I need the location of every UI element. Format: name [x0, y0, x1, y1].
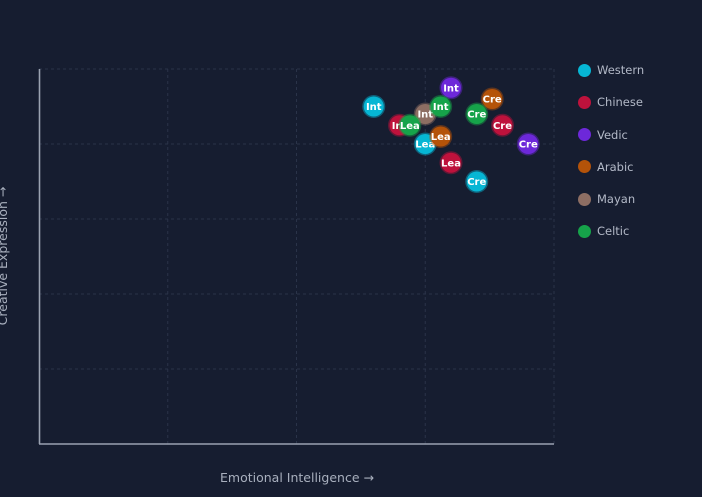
data-point-marker[interactable]: [480, 87, 504, 111]
data-point[interactable]: Cre: [465, 102, 489, 126]
data-point-label: Cre: [467, 110, 486, 121]
data-point-label: Lea: [441, 158, 461, 169]
legend-swatch: [578, 224, 591, 238]
data-point-marker[interactable]: [465, 102, 489, 126]
data-point-marker[interactable]: [439, 76, 463, 100]
data-point-label: Lea: [400, 121, 420, 132]
data-point[interactable]: Lea: [398, 113, 422, 137]
y-axis-label: Creative Expression →: [0, 187, 10, 326]
data-point-label: Cre: [483, 95, 502, 106]
legend-item[interactable]: Western: [578, 62, 698, 78]
data-point-marker[interactable]: [439, 151, 463, 175]
data-point-label: Cre: [519, 140, 538, 151]
grid: [39, 68, 555, 444]
legend-label: Chinese: [597, 95, 643, 110]
data-point-label: Cre: [493, 121, 512, 132]
legend-label: Western: [597, 63, 645, 77]
data-point-label: Lea: [431, 132, 451, 143]
data-point-label: Lea: [415, 140, 435, 151]
legend-item[interactable]: Chinese: [578, 94, 698, 110]
data-point[interactable]: Int: [362, 95, 386, 118]
data-point[interactable]: Cre: [516, 132, 540, 156]
legend-label: Celtic: [597, 224, 630, 239]
data-point-label: Int: [417, 110, 433, 121]
data-point-marker[interactable]: [516, 132, 540, 156]
legend-item[interactable]: Mayan: [578, 191, 698, 207]
legend-item[interactable]: Arabic: [578, 159, 698, 175]
data-point[interactable]: Lea: [439, 151, 463, 175]
data-point-label: Int: [443, 83, 459, 94]
legend-swatch: [578, 192, 591, 206]
data-point-label: Int: [392, 121, 408, 132]
data-point-marker[interactable]: [429, 125, 453, 148]
data-point[interactable]: Cre: [491, 113, 514, 137]
data-point-label: Cre: [467, 177, 486, 188]
data-point-label: Int: [366, 102, 382, 113]
data-point-marker[interactable]: [429, 95, 453, 118]
data-point[interactable]: Lea: [429, 125, 453, 148]
legend: Western Chinese Vedic Arabic Mayan Celtic: [578, 62, 698, 256]
legend-swatch: [578, 128, 591, 142]
legend-item[interactable]: Celtic: [578, 223, 698, 239]
data-point-marker[interactable]: [491, 113, 514, 137]
legend-swatch: [578, 63, 591, 77]
legend-label: Mayan: [597, 192, 636, 207]
data-point[interactable]: Cre: [465, 170, 489, 193]
legend-label: Vedic: [597, 127, 628, 142]
data-point[interactable]: Cre: [480, 87, 504, 111]
legend-swatch: [578, 160, 591, 174]
legend-swatch: [578, 95, 591, 109]
data-points: IntLeaCreIntLeaCreIntCreLeaCreIntIntLeaC…: [362, 76, 540, 193]
data-point-marker[interactable]: [362, 95, 386, 118]
legend-item[interactable]: Vedic: [578, 127, 698, 143]
x-axis-label: Emotional Intelligence →: [220, 470, 374, 485]
data-point[interactable]: Int: [429, 95, 453, 118]
data-point[interactable]: Lea: [413, 132, 437, 156]
legend-label: Arabic: [597, 159, 634, 174]
data-point-marker[interactable]: [465, 170, 489, 193]
data-point-label: Int: [433, 102, 449, 113]
data-point[interactable]: Int: [439, 76, 463, 100]
data-point-marker[interactable]: [398, 113, 422, 137]
